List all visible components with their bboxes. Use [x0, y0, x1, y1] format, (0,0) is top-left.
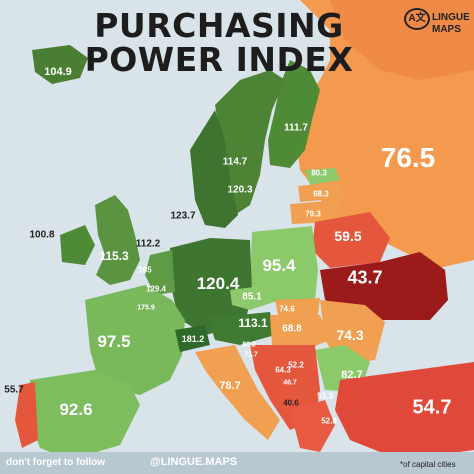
value-russia: 76.5	[380, 142, 436, 173]
value-belarus: 59.5	[334, 228, 362, 244]
region-iceland	[32, 45, 88, 84]
value-norway: 120.3	[227, 184, 253, 196]
region-benelux	[145, 250, 175, 295]
value-sweden: 114.7	[222, 156, 248, 168]
region-latvia	[298, 182, 345, 202]
value-iceland: 104.9	[44, 66, 72, 78]
value-ireland: 100.8	[29, 229, 55, 241]
value-switzerland: 181.2	[181, 334, 205, 344]
value-hungary: 68.8	[282, 323, 302, 335]
title-line-1: PURCHASING	[94, 6, 344, 45]
footer-note: *of capital cities	[400, 460, 456, 469]
footer-handle: @LINGUE.MAPS	[150, 456, 238, 468]
value-slovakia: 74.6	[279, 304, 295, 314]
value-ukraine: 43.7	[347, 267, 383, 288]
value-lithuania: 79.3	[305, 209, 321, 219]
value-portugal: 55.7	[4, 384, 24, 396]
value-italy: 78.7	[219, 380, 241, 392]
value-slovenia: 80.2	[242, 341, 256, 349]
value-luxembourg: 129.4	[145, 284, 167, 294]
value-croatia: 71.7	[244, 351, 258, 359]
region-lithuania	[290, 200, 340, 224]
value-uk: 115.3	[99, 249, 129, 263]
value-denmark: 123.7	[170, 210, 196, 222]
value-romania: 82.7	[341, 369, 363, 381]
value-serbia: 52.2	[288, 360, 304, 370]
region-poland	[250, 226, 318, 302]
region-ireland	[60, 225, 95, 265]
value-estonia: 80.3	[311, 168, 327, 178]
value-greece: 52.8	[321, 416, 337, 426]
region-hungary	[270, 315, 330, 352]
region-sweden	[215, 70, 285, 215]
region-switzerland	[175, 325, 210, 352]
region-ukraine	[320, 252, 448, 320]
value-belgium: 105	[138, 265, 152, 275]
footer-strip	[0, 452, 474, 474]
value-germany: 120.4	[196, 274, 240, 293]
value-netherlands: 112.2	[135, 238, 161, 250]
region-uk	[95, 195, 140, 285]
region-spain	[30, 370, 140, 460]
value-lux2: 175.9	[137, 304, 155, 312]
region-norway	[190, 110, 238, 228]
value-poland: 95.4	[262, 256, 296, 275]
region-germany	[170, 238, 252, 335]
translate-bubble-icon: A文	[404, 8, 430, 30]
value-bosnia: 64.3	[275, 365, 291, 375]
value-turkey: 54.7	[412, 396, 452, 419]
lingue-maps-logo: A文 LINGUE MAPS	[404, 8, 470, 48]
value-albania: 40.6	[283, 398, 299, 408]
value-macedonia: 53.3	[317, 391, 333, 401]
value-moldova: 74.3	[336, 327, 364, 343]
logo-text-line-2: MAPS	[432, 24, 461, 35]
title-line-2: POWER INDEX	[84, 40, 354, 79]
region-russia-top	[330, 0, 474, 80]
region-austria	[208, 312, 275, 345]
value-austria: 113.1	[238, 316, 268, 330]
region-slovakia	[275, 298, 320, 315]
value-finland: 111.7	[284, 122, 308, 134]
region-estonia	[305, 168, 340, 185]
region-portugal	[15, 382, 38, 448]
region-italy	[195, 345, 280, 440]
region-france	[85, 285, 185, 395]
region-greece	[290, 400, 335, 452]
footer-follow-text: don't forget to follow	[6, 457, 106, 468]
value-czech: 85.1	[242, 291, 262, 303]
region-czech	[230, 285, 280, 310]
logo-text-line-1: LINGUE	[432, 12, 470, 23]
value-france: 97.5	[97, 332, 131, 351]
value-montenegro: 46.7	[283, 379, 297, 387]
value-latvia: 68.3	[313, 189, 329, 199]
value-spain: 92.6	[59, 400, 93, 419]
region-belarus	[312, 212, 390, 268]
region-turkey	[335, 362, 474, 460]
